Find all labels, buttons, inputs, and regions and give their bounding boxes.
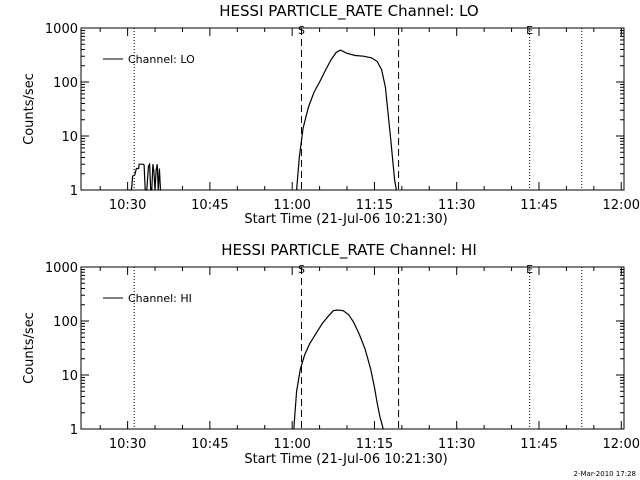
x-tick-label: 11:15 — [356, 437, 393, 452]
x-tick-label: 11:45 — [520, 198, 557, 213]
y-tick-label: 1000 — [45, 22, 78, 37]
series-line — [129, 162, 162, 191]
y-axis-label: Counts/sec — [22, 73, 37, 145]
y-tick-label: 10 — [61, 130, 78, 145]
series-line — [296, 49, 397, 191]
x-tick-label: 11:15 — [356, 198, 393, 213]
x-tick-label: 11:00 — [273, 437, 310, 452]
legend-label: Channel: LO — [128, 53, 195, 66]
marker-label: E — [526, 263, 533, 276]
legend-label: Channel: HI — [128, 292, 192, 305]
marker-label: E — [526, 24, 533, 37]
x-tick-label: 10:30 — [109, 198, 146, 213]
x-axis-label: Start Time (21-Jul-06 10:21:30) — [244, 212, 447, 227]
chart-title: HESSI PARTICLE_RATE Channel: HI — [221, 241, 477, 260]
x-tick-label: 10:30 — [109, 437, 146, 452]
y-tick-label: 100 — [53, 76, 78, 91]
footer-timestamp: 2-Mar-2010 17:28 — [574, 470, 636, 478]
x-tick-label: 12:00 — [603, 437, 640, 452]
series-line — [293, 309, 384, 430]
x-tick-label: 10:45 — [191, 198, 228, 213]
y-tick-label: 1000 — [45, 261, 78, 276]
y-tick-label: 10 — [61, 369, 78, 384]
x-tick-label: 12:00 — [603, 198, 640, 213]
marker-label: S — [298, 263, 305, 276]
y-tick-label: 1 — [70, 184, 78, 199]
legend: Channel: LO — [103, 53, 195, 66]
x-tick-label: 11:45 — [520, 437, 557, 452]
legend: Channel: HI — [103, 292, 192, 305]
y-tick-label: 100 — [53, 315, 78, 330]
x-tick-label: 11:30 — [438, 198, 475, 213]
chart-panel-hi: HESSI PARTICLE_RATE Channel: HI Start Ti… — [22, 241, 640, 467]
x-axis-label: Start Time (21-Jul-06 10:21:30) — [244, 452, 447, 467]
y-axis-label: Counts/sec — [22, 312, 37, 384]
y-tick-label: 1 — [70, 423, 78, 438]
marker-label: S — [298, 24, 305, 37]
x-tick-label: 11:00 — [273, 198, 310, 213]
x-tick-label: 11:30 — [438, 437, 475, 452]
chart-panel-lo: HESSI PARTICLE_RATE Channel: LO Start Ti… — [22, 2, 640, 227]
plot-frame — [80, 27, 625, 191]
x-tick-label: 10:45 — [191, 437, 228, 452]
chart-title: HESSI PARTICLE_RATE Channel: LO — [219, 2, 478, 21]
plot-frame — [80, 266, 625, 430]
